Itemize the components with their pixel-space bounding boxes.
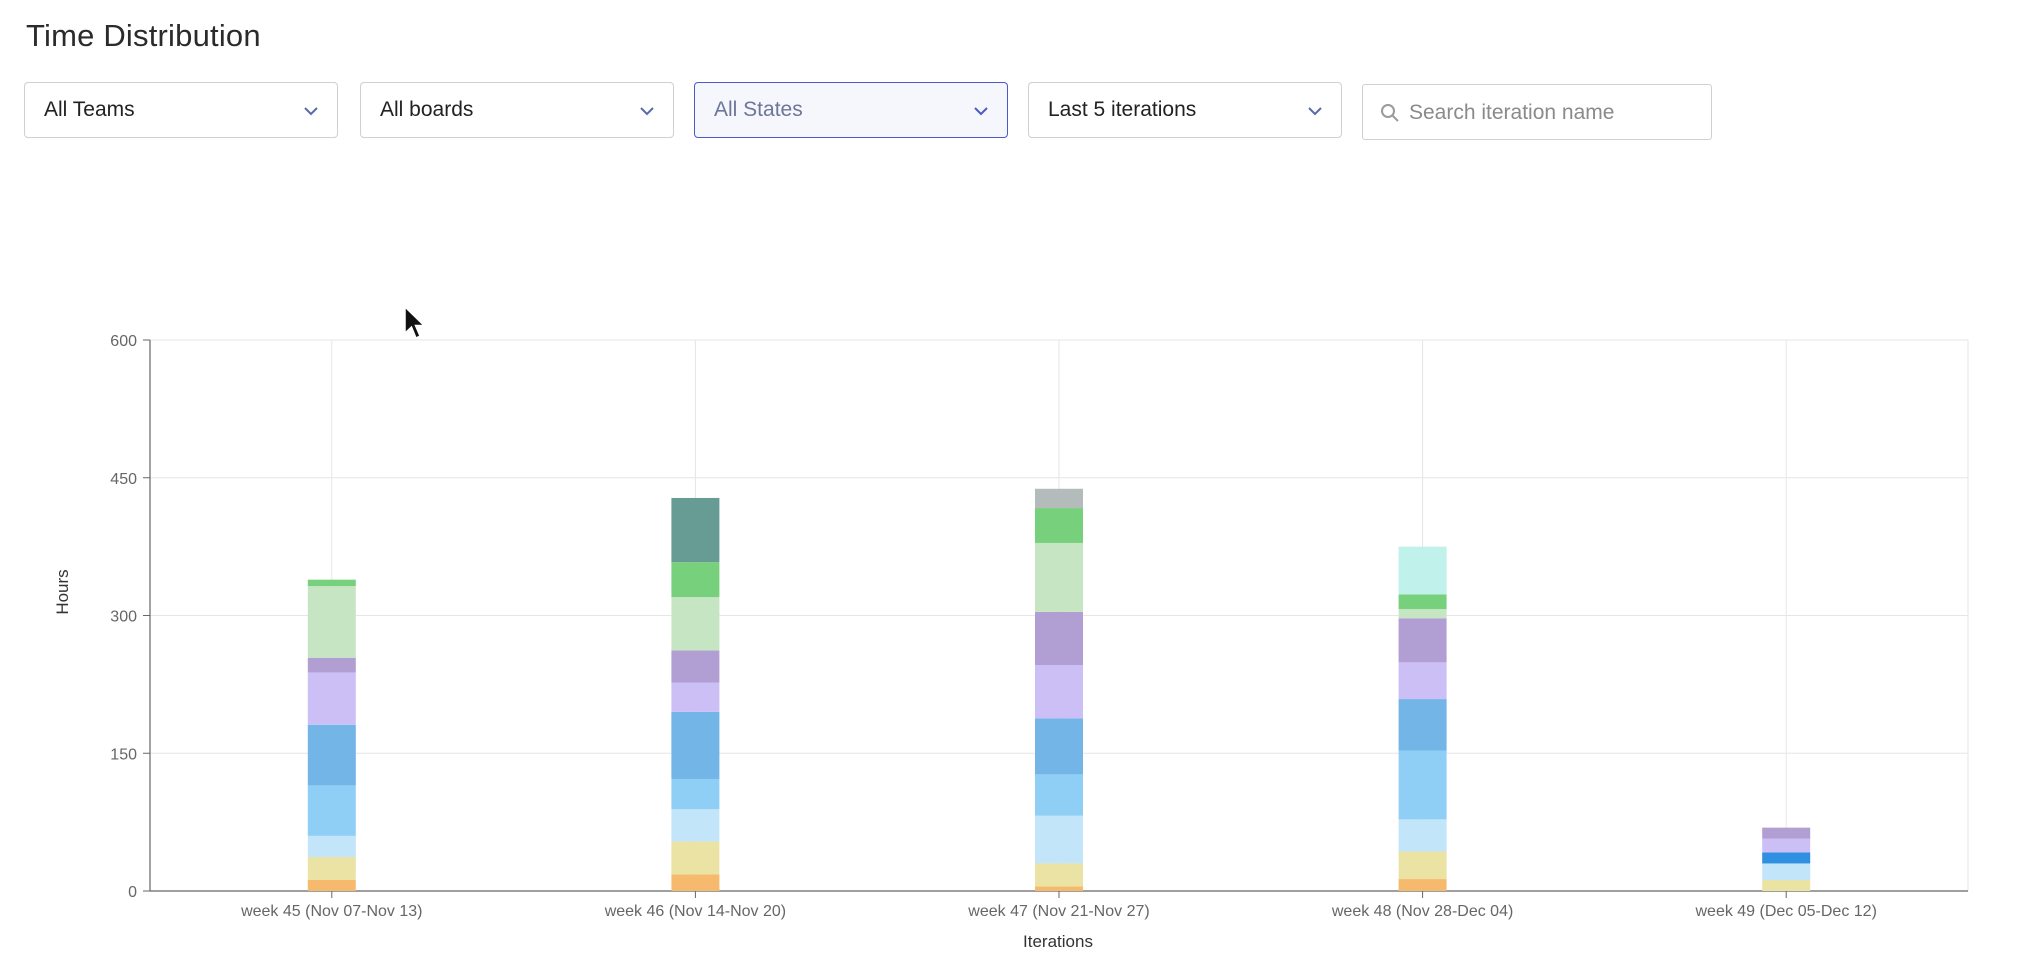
bar-segment (1035, 815, 1083, 864)
bar-segment (1398, 879, 1447, 891)
x-tick-label: week 49 (Dec 05-Dec 12) (1694, 903, 1876, 920)
bar-segment (1035, 542, 1083, 612)
bar-segment (307, 672, 356, 725)
chevron-down-icon (1308, 107, 1322, 116)
bar-segment (1398, 662, 1447, 700)
chevron-down-icon (640, 107, 654, 116)
bar-segment (307, 835, 356, 858)
bar-segment (1398, 750, 1447, 820)
bar-segment (1398, 618, 1447, 663)
y-axis-label: Hours (53, 569, 72, 614)
page-title: Time Distribution (26, 18, 261, 53)
bar-segment (1762, 852, 1811, 864)
bar-segment (1035, 508, 1083, 543)
bar-segment (1035, 863, 1083, 887)
bar-segment (1398, 609, 1447, 619)
teams-dropdown-value: All Teams (44, 98, 135, 121)
bar-segment (1398, 819, 1447, 852)
chart-bars (307, 488, 1811, 891)
x-tick-label: week 46 (Nov 14-Nov 20) (604, 903, 786, 920)
bar-segment (307, 785, 356, 836)
bar-segment (1762, 879, 1811, 891)
bar-segment (1398, 594, 1447, 610)
bar-segment (307, 586, 356, 658)
bar-segment (1035, 488, 1083, 509)
bar-segment (671, 497, 720, 563)
states-dropdown-value: All States (714, 98, 803, 121)
boards-dropdown[interactable]: All boards (360, 82, 674, 138)
bar-segment (307, 879, 356, 891)
bar-segment (1762, 838, 1811, 853)
x-axis-label: Iterations (1023, 932, 1093, 951)
bar-segment (1398, 546, 1447, 595)
bar-segment (1035, 611, 1083, 666)
bar-segment (307, 857, 356, 880)
boards-dropdown-value: All boards (380, 98, 474, 121)
search-icon (1381, 104, 1399, 122)
bar-segment (1035, 665, 1083, 719)
x-tick-label: week 45 (Nov 07-Nov 13) (240, 903, 422, 920)
bar-segment (307, 579, 356, 587)
y-tick-label: 0 (128, 884, 137, 901)
bar-segment (307, 657, 356, 673)
bar-segment (671, 650, 720, 683)
iteration-search[interactable] (1362, 84, 1712, 140)
bar-segment (671, 841, 720, 875)
bar-segment (1762, 863, 1811, 880)
bar-segment (1035, 774, 1083, 816)
bar-segment (671, 874, 720, 891)
bar-segment (671, 597, 720, 651)
bar-segment (1398, 699, 1447, 751)
x-axis-ticks: week 45 (Nov 07-Nov 13) week 46 (Nov 14-N… (240, 891, 1877, 920)
y-tick-label: 150 (110, 746, 137, 763)
bar-segment (1398, 851, 1447, 880)
bar-segment (671, 778, 720, 810)
bar-segment (671, 809, 720, 842)
bar-segment (1035, 886, 1083, 891)
iterations-dropdown-value: Last 5 iterations (1048, 98, 1197, 121)
y-axis-ticks: 0 150 300 450 600 (110, 333, 150, 901)
teams-dropdown[interactable]: All Teams (24, 82, 338, 138)
bar-segment (671, 711, 720, 779)
chevron-down-icon (304, 107, 318, 116)
iterations-dropdown[interactable]: Last 5 iterations (1028, 82, 1342, 138)
search-input[interactable] (1407, 95, 1701, 131)
y-tick-label: 600 (110, 333, 137, 350)
y-tick-label: 300 (110, 609, 137, 626)
x-tick-label: week 47 (Nov 21-Nov 27) (967, 903, 1149, 920)
states-dropdown[interactable]: All States (694, 82, 1008, 138)
mouse-pointer-icon (404, 306, 426, 340)
y-tick-label: 450 (110, 471, 137, 488)
chevron-down-icon (974, 107, 988, 116)
bar-segment (671, 682, 720, 712)
x-tick-label: week 48 (Nov 28-Dec 04) (1331, 903, 1513, 920)
bar-segment (1762, 827, 1811, 839)
bar-segment (671, 562, 720, 598)
bar-segment (307, 724, 356, 786)
bar-segment (1035, 718, 1083, 775)
